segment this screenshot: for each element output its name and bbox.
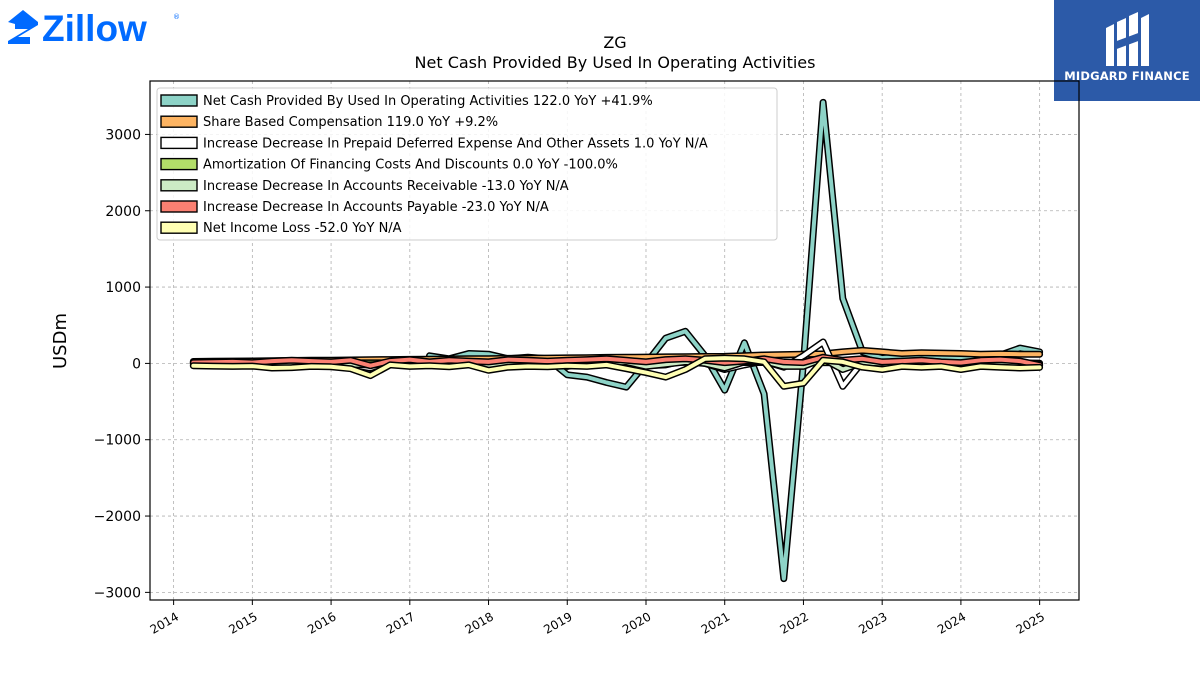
series-group bbox=[189, 98, 1044, 583]
y-axis: −3000 −2000 −1000 0 1000 2000 3000 bbox=[94, 127, 150, 601]
y-tick-label: 1000 bbox=[105, 280, 141, 296]
y-tick-label: −2000 bbox=[94, 509, 141, 525]
midgard-monogram-icon bbox=[1106, 12, 1149, 66]
legend-swatch bbox=[160, 200, 198, 213]
x-tick-label: 2025 bbox=[1014, 609, 1047, 636]
series-line bbox=[191, 356, 1042, 389]
x-axis: 2014 2015 2016 2017 2018 2019 2020 2021 2022 2023… bbox=[148, 600, 1047, 637]
legend-swatch bbox=[160, 115, 198, 128]
chart-subtitle: Net Cash Provided By Used In Operating A… bbox=[415, 53, 816, 72]
plot-frame bbox=[149, 80, 1080, 601]
legend-label: Net Cash Provided By Used In Operating A… bbox=[203, 94, 653, 109]
legend-label: Increase Decrease In Prepaid Deferred Ex… bbox=[203, 136, 708, 151]
x-tick-label: 2024 bbox=[935, 609, 968, 636]
legend: Net Cash Provided By Used In Operating A… bbox=[156, 87, 778, 241]
legend-swatch bbox=[160, 136, 198, 150]
legend-item: Amortization Of Financing Costs And Disc… bbox=[160, 157, 618, 173]
legend-item: Net Income Loss -52.0 YoY N/A bbox=[160, 221, 402, 236]
y-tick-label: 3000 bbox=[105, 127, 141, 143]
y-tick-label: 0 bbox=[132, 356, 141, 372]
legend-label: Share Based Compensation 119.0 YoY +9.2% bbox=[203, 115, 498, 130]
legend-swatch bbox=[160, 157, 198, 171]
legend-box bbox=[156, 87, 778, 241]
x-tick-label: 2015 bbox=[226, 609, 259, 636]
x-tick-label: 2020 bbox=[620, 609, 653, 636]
midgard-finance-wordmark: MIDGARD FINANCE bbox=[1064, 69, 1190, 83]
x-tick-label: 2023 bbox=[856, 609, 889, 636]
legend-item: Increase Decrease In Accounts Payable -2… bbox=[160, 200, 549, 215]
x-tick-label: 2016 bbox=[305, 609, 338, 636]
legend-item: Increase Decrease In Prepaid Deferred Ex… bbox=[160, 136, 708, 151]
legend-label: Net Income Loss -52.0 YoY N/A bbox=[203, 221, 402, 236]
x-tick-label: 2018 bbox=[463, 609, 496, 636]
registered-mark: ® bbox=[173, 13, 180, 21]
series-line bbox=[191, 355, 1042, 368]
legend-label: Amortization Of Financing Costs And Disc… bbox=[203, 158, 618, 173]
legend-swatch bbox=[160, 94, 198, 107]
x-tick-label: 2022 bbox=[777, 609, 810, 636]
legend-label: Increase Decrease In Accounts Receivable… bbox=[203, 179, 569, 194]
midgard-finance-logo: MIDGARD FINANCE bbox=[1054, 0, 1200, 101]
series-6 bbox=[189, 353, 1044, 370]
legend-item: Net Cash Provided By Used In Operating A… bbox=[160, 94, 653, 109]
legend-label: Increase Decrease In Accounts Payable -2… bbox=[203, 200, 549, 215]
y-tick-label: −1000 bbox=[94, 433, 141, 449]
series-7 bbox=[189, 354, 1044, 390]
y-axis-label: USDm bbox=[50, 313, 71, 369]
legend-swatch bbox=[160, 221, 198, 234]
legend-swatch bbox=[160, 179, 198, 192]
zillow-wordmark: Zillow bbox=[42, 8, 147, 46]
x-tick-label: 2014 bbox=[148, 609, 181, 636]
y-tick-label: 2000 bbox=[105, 204, 141, 220]
chart-title: ZG bbox=[603, 33, 626, 52]
zillow-logo: Zillow ® bbox=[8, 8, 180, 46]
x-tick-label: 2019 bbox=[541, 609, 574, 636]
y-tick-label: −3000 bbox=[94, 585, 141, 601]
x-tick-label: 2017 bbox=[384, 609, 417, 636]
zillow-house-icon bbox=[8, 10, 38, 44]
x-tick-label: 2021 bbox=[699, 609, 732, 636]
legend-item: Increase Decrease In Accounts Receivable… bbox=[160, 179, 569, 194]
legend-item: Share Based Compensation 119.0 YoY +9.2% bbox=[160, 115, 498, 130]
